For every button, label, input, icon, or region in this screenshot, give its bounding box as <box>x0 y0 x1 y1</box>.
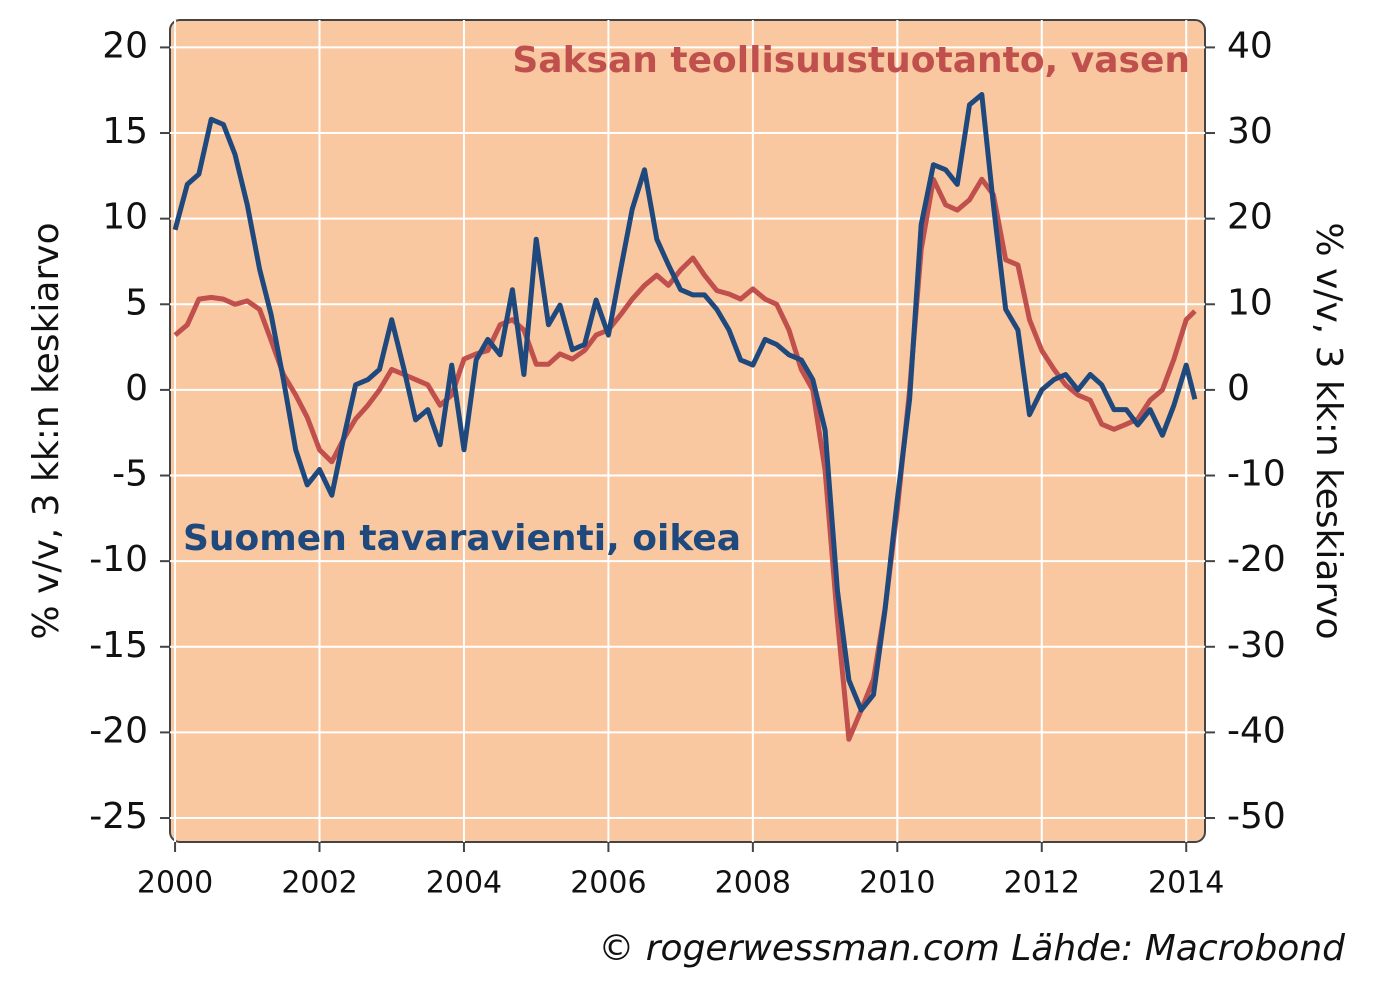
y2-tick-label: -30 <box>1227 625 1286 666</box>
x-tick-label: 2002 <box>281 866 357 901</box>
y2-tick-label: -50 <box>1227 796 1286 837</box>
x-tick-label: 2006 <box>570 866 646 901</box>
y2-tick-label: -10 <box>1227 454 1286 495</box>
source: © rogerwessman.com Lähde: Macrobond <box>598 928 1346 969</box>
series-label: Saksan teollisuustuotanto, vasen <box>512 40 1190 81</box>
y-tick-label: 20 <box>102 25 148 66</box>
y2-tick-label: -40 <box>1227 710 1286 751</box>
y-axis-label: % v/v, 3 kk:n keskiarvo <box>26 222 67 639</box>
x-tick-label: 2010 <box>859 866 935 901</box>
series-label: Suomen tavaravienti, oikea <box>183 518 741 559</box>
grid <box>170 20 1205 842</box>
y2-tick-label: 30 <box>1227 111 1273 152</box>
x-tick-label: 2000 <box>137 866 213 901</box>
y-tick-label: 10 <box>102 197 148 238</box>
y-tick-label: -20 <box>89 710 148 751</box>
y2-tick-label: 10 <box>1227 282 1273 323</box>
series-line <box>172 92 1198 713</box>
y-tick-label: -25 <box>89 796 148 837</box>
x-tick-label: 2004 <box>426 866 502 901</box>
y-tick-label: -15 <box>89 625 148 666</box>
x-tick-label: 2014 <box>1148 866 1224 901</box>
y-tick-label: 15 <box>102 111 148 152</box>
y2-axis-label: % v/v, 3 kk:n keskiarvo <box>1308 222 1349 639</box>
y-tick-label: 0 <box>125 368 148 409</box>
y2-tick-label: 0 <box>1227 368 1250 409</box>
y2-tick-label: -20 <box>1227 539 1286 580</box>
y2-tick-label: 40 <box>1227 25 1273 66</box>
x-tick-label: 2008 <box>715 866 791 901</box>
y-tick-label: -10 <box>89 539 148 580</box>
x-tick-label: 2012 <box>1004 866 1080 901</box>
y2-tick-label: 20 <box>1227 197 1273 238</box>
lines <box>172 92 1198 742</box>
y-tick-label: 5 <box>125 282 148 323</box>
y-tick-label: -5 <box>112 454 148 495</box>
plot-area <box>169 19 1206 843</box>
